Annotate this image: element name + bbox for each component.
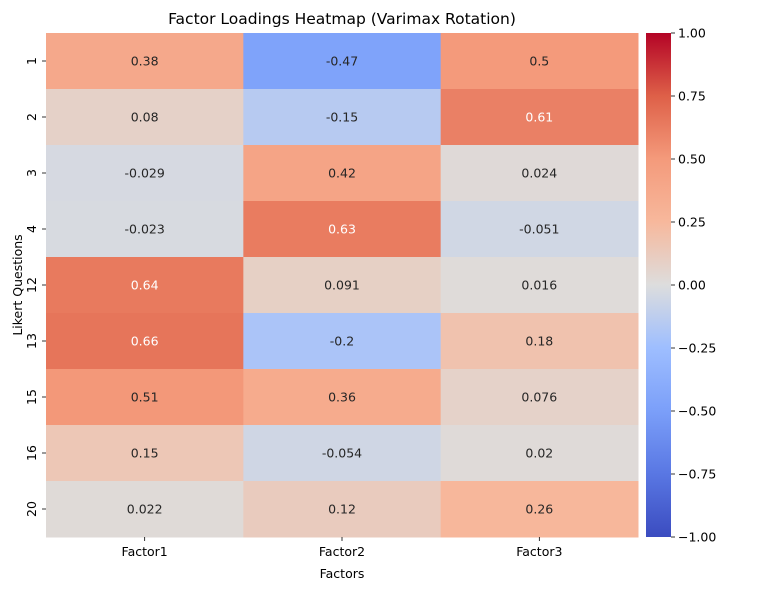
heatmap-cell xyxy=(46,481,244,538)
x-tick-label: Factor2 xyxy=(319,544,365,559)
cell-value-label: 0.26 xyxy=(525,502,553,517)
cell-value-label: 0.5 xyxy=(529,54,549,69)
x-axis-label: Factors xyxy=(320,566,365,581)
chart-title: Factor Loadings Heatmap (Varimax Rotatio… xyxy=(168,10,516,28)
heatmap-cell xyxy=(440,369,639,426)
colorbar-tick-label: −0.75 xyxy=(678,467,716,482)
cell-value-label: -0.15 xyxy=(326,110,358,125)
colorbar: −1.00 −0.75 −0.50 −0.25 0.00 0.25 0.50 0.75 1.00 xyxy=(646,26,716,545)
cell-value-label: 0.51 xyxy=(131,390,159,405)
y-tick-label: 16 xyxy=(24,445,39,461)
heatmap-cell xyxy=(243,201,442,258)
colorbar-tick-label: −1.00 xyxy=(678,530,716,545)
y-tick-label: 2 xyxy=(24,113,39,121)
y-tick-label: 12 xyxy=(24,277,39,293)
cell-value-label: 0.016 xyxy=(521,278,557,293)
colorbar-tick-label: −0.50 xyxy=(678,404,716,419)
heatmap-cell xyxy=(243,257,442,314)
cell-value-label: -0.029 xyxy=(125,166,165,181)
cell-value-label: -0.2 xyxy=(330,334,354,349)
heatmap-cell xyxy=(46,313,244,370)
heatmap-cell xyxy=(440,481,639,538)
heatmap-cell xyxy=(46,33,244,90)
colorbar-tick-label: 0.75 xyxy=(678,89,706,104)
heatmap-cell xyxy=(46,425,244,482)
y-tick-label: 3 xyxy=(24,169,39,177)
heatmap-cell xyxy=(440,313,639,370)
colorbar-tick-label: 0.00 xyxy=(678,278,706,293)
colorbar-tick-label: 0.25 xyxy=(678,215,706,230)
cell-value-label: -0.051 xyxy=(519,222,559,237)
colorbar-gradient xyxy=(646,33,671,537)
heatmap-cell xyxy=(46,145,244,202)
y-tick-label: 20 xyxy=(24,501,39,517)
cell-value-label: 0.08 xyxy=(131,110,159,125)
heatmap-cell xyxy=(243,33,442,90)
heatmap-cell xyxy=(440,201,639,258)
colorbar-tick-label: 0.50 xyxy=(678,152,706,167)
cell-value-label: 0.61 xyxy=(525,110,553,125)
cell-value-label: 0.15 xyxy=(131,446,159,461)
cell-value-label: 0.42 xyxy=(328,166,356,181)
heatmap-cell xyxy=(243,481,442,538)
cell-value-label: 0.024 xyxy=(521,166,557,181)
heatmap-cell xyxy=(243,313,442,370)
heatmap-cell xyxy=(243,145,442,202)
y-tick-label: 1 xyxy=(24,57,39,65)
cell-value-label: 0.02 xyxy=(525,446,553,461)
heatmap-cell-labels: 0.38 -0.47 0.5 0.08 -0.15 0.61 -0.029 0.42 0.024… xyxy=(125,54,560,517)
cell-value-label: -0.47 xyxy=(326,54,358,69)
heatmap-cell xyxy=(243,369,442,426)
heatmap-cell xyxy=(46,201,244,258)
cell-value-label: 0.12 xyxy=(328,502,356,517)
heatmap-cell xyxy=(440,145,639,202)
cell-value-label: 0.022 xyxy=(127,502,163,517)
y-tick-label: 15 xyxy=(24,389,39,405)
cell-value-label: 0.36 xyxy=(328,390,356,405)
y-axis-label: Likert Questions xyxy=(10,234,25,335)
x-tick-label: Factor1 xyxy=(122,544,168,559)
heatmap-cell xyxy=(243,425,442,482)
cell-value-label: 0.63 xyxy=(328,222,356,237)
colorbar-ticks: −1.00 −0.75 −0.50 −0.25 0.00 0.25 0.50 0.75 1.00 xyxy=(671,26,716,545)
heatmap-cells xyxy=(46,33,639,538)
heatmap-cell xyxy=(46,257,244,314)
heatmap-cell xyxy=(46,89,244,146)
cell-value-label: 0.66 xyxy=(131,334,159,349)
cell-value-label: 0.18 xyxy=(525,334,553,349)
x-axis: Factor1 Factor2 Factor3 xyxy=(122,537,562,559)
y-tick-label: 13 xyxy=(24,333,39,349)
colorbar-tick-label: 1.00 xyxy=(678,26,706,41)
heatmap-cell xyxy=(440,425,639,482)
cell-value-label: -0.054 xyxy=(322,446,362,461)
heatmap-cell xyxy=(440,33,639,90)
x-tick-label: Factor3 xyxy=(516,544,562,559)
cell-value-label: 0.091 xyxy=(324,278,360,293)
colorbar-tick-label: −0.25 xyxy=(678,341,716,356)
heatmap-cell xyxy=(440,257,639,314)
y-tick-label: 4 xyxy=(24,225,39,233)
cell-value-label: -0.023 xyxy=(125,222,165,237)
cell-value-label: 0.076 xyxy=(521,390,557,405)
heatmap-cell xyxy=(243,89,442,146)
cell-value-label: 0.64 xyxy=(131,278,159,293)
cell-value-label: 0.38 xyxy=(131,54,159,69)
heatmap-cell xyxy=(440,89,639,146)
heatmap-cell xyxy=(46,369,244,426)
